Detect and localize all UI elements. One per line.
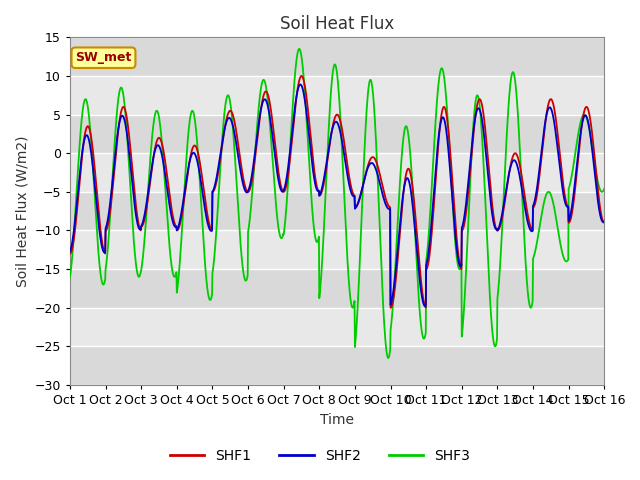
Bar (70, 347, 604, 385)
Y-axis label: Soil Heat Flux (W/m2): Soil Heat Flux (W/m2) (15, 135, 29, 287)
Bar (70, 269, 604, 308)
Bar (70, 192, 604, 230)
Legend: SHF1, SHF2, SHF3: SHF1, SHF2, SHF3 (164, 443, 476, 468)
Bar (70, 153, 604, 192)
Bar (70, 230, 604, 269)
X-axis label: Time: Time (320, 413, 354, 427)
Bar (70, 76, 604, 115)
Bar (70, 308, 604, 347)
Bar (70, 37, 604, 76)
Text: SW_met: SW_met (76, 51, 132, 64)
Bar (70, 115, 604, 153)
Title: Soil Heat Flux: Soil Heat Flux (280, 15, 394, 33)
